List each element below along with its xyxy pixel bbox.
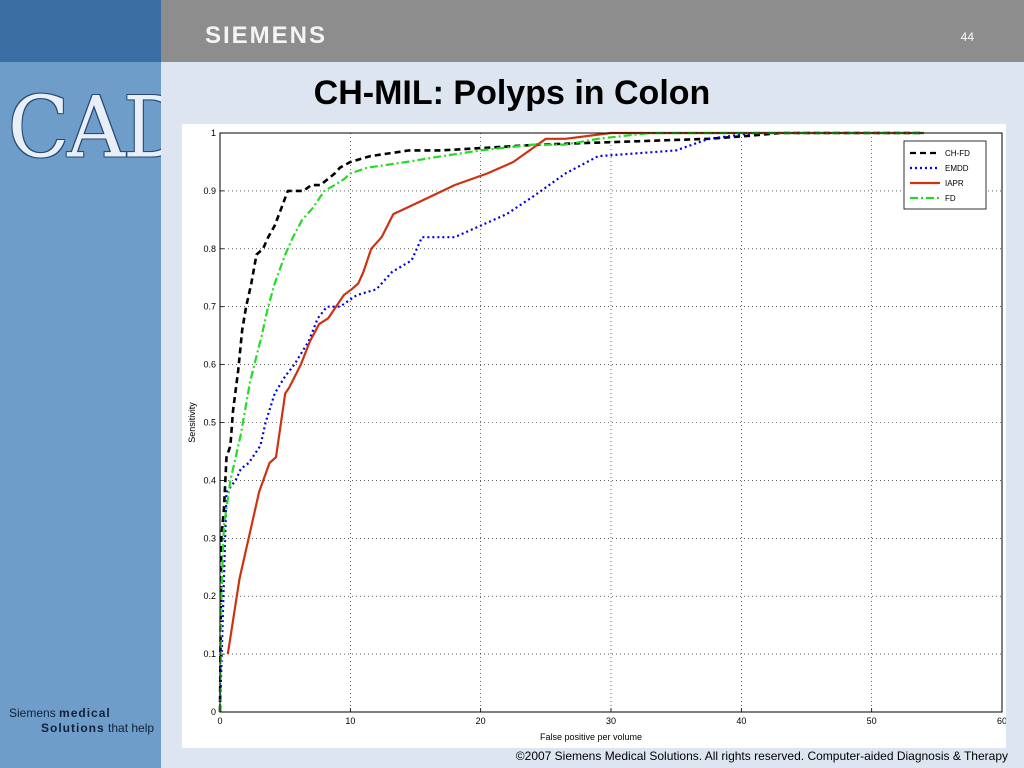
x-tick-label: 0: [217, 716, 222, 726]
y-tick-label: 0.8: [203, 244, 216, 254]
y-tick-label: 0: [211, 707, 216, 717]
chart-figure: 0 10 20 30 40 50 60 0 0.1 0.2 0.3 0.4 0.5 0.6 0.7 0.8 0.…: [182, 124, 1006, 748]
tagline-that-help: that help: [108, 721, 155, 735]
x-tick-label: 30: [606, 716, 616, 726]
y-tick-label: 0.3: [203, 533, 216, 543]
y-tick-label: 1: [211, 128, 216, 138]
series-line-emdd: [218, 131, 924, 713]
legend-label: IAPR: [945, 179, 964, 188]
series-line-fd: [218, 131, 924, 713]
siemens-logo: SIEMENS: [205, 22, 328, 49]
axes-frame: [219, 132, 1003, 713]
tagline-solutions: Solutions: [41, 721, 105, 735]
y-tick-label: 0.5: [203, 418, 216, 428]
tagline-medical: medical: [59, 706, 111, 720]
footer-copyright: ©2007 Siemens Medical Solutions. All rig…: [515, 749, 1008, 763]
y-tick-label: 0.4: [203, 475, 216, 485]
y-tick-label: 0.2: [203, 591, 216, 601]
brand-tagline: Siemens medical Solutions that help: [9, 706, 154, 736]
sidebar: CAD Siemens medical Solutions that help: [0, 0, 187, 768]
y-tick-label: 0.1: [203, 649, 216, 659]
legend-label: FD: [945, 194, 956, 203]
slide-number: 44: [960, 30, 974, 44]
x-tick-label: 40: [736, 716, 746, 726]
series-line-iapr: [226, 131, 924, 655]
legend-label: CH-FD: [945, 149, 970, 158]
tagline-siemens: Siemens: [9, 706, 56, 720]
x-tick-label: 20: [476, 716, 486, 726]
header-bar: SIEMENS 44: [161, 0, 1024, 62]
sidebar-header-block: [0, 0, 161, 62]
y-tick-label: 0.7: [203, 302, 216, 312]
x-axis-label: False positive per volume: [540, 732, 642, 742]
chart-svg: 0 10 20 30 40 50 60 0 0.1 0.2 0.3 0.4 0.5 0.6 0.7 0.8 0.…: [187, 128, 1006, 742]
y-tick-label: 0.9: [203, 186, 216, 196]
x-tick-label: 60: [997, 716, 1006, 726]
series-line-ch-fd: [218, 131, 924, 713]
y-tick-label: 0.6: [203, 360, 216, 370]
y-axis-label: Sensitivity: [187, 402, 197, 443]
x-tick-label: 10: [345, 716, 355, 726]
legend-label: EMDD: [945, 164, 969, 173]
slide-title: CH-MIL: Polyps in Colon: [313, 74, 711, 112]
x-tick-label: 50: [867, 716, 877, 726]
